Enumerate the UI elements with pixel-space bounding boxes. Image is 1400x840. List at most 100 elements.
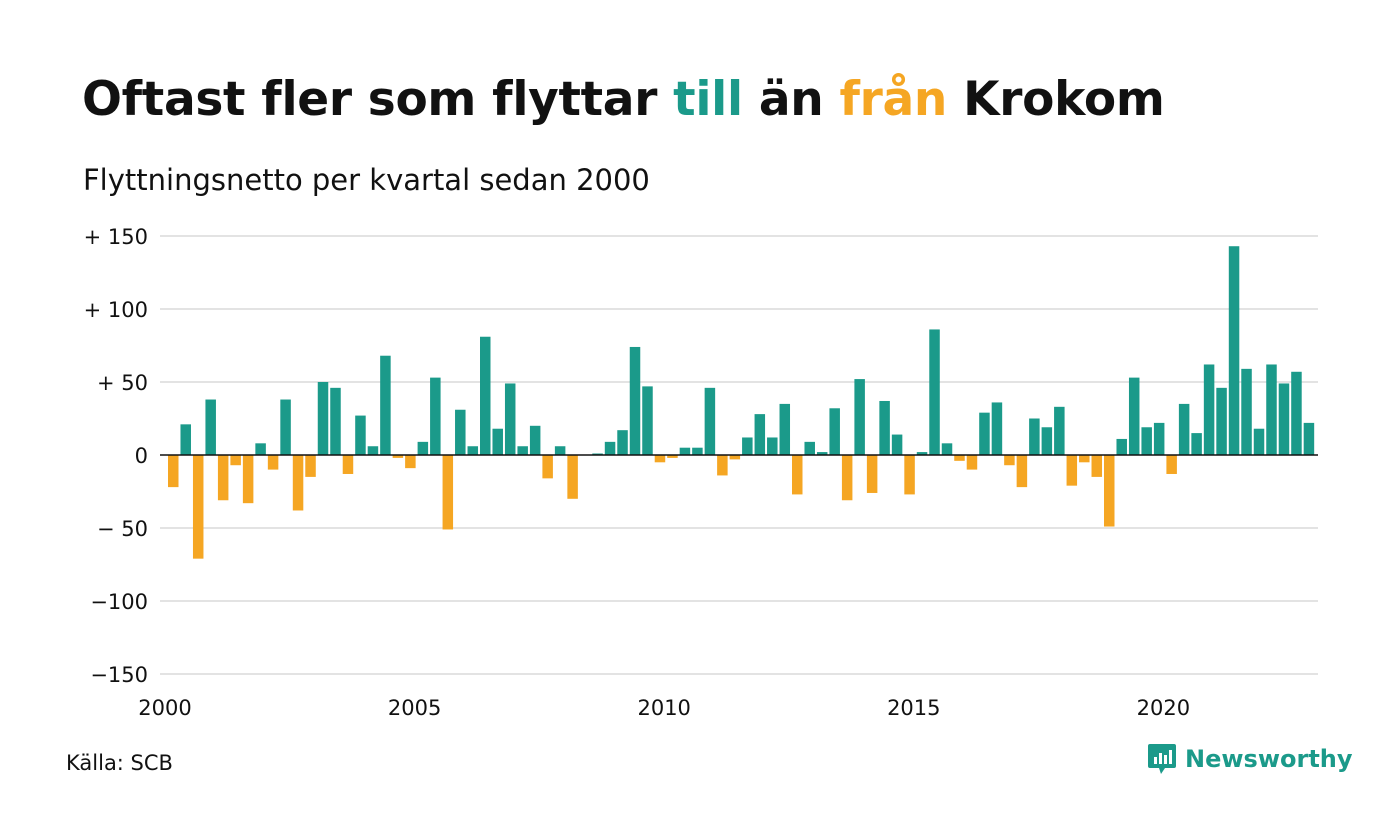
x-tick-label: 2000 (138, 696, 191, 720)
bar (1216, 387, 1227, 455)
bar (1303, 422, 1315, 455)
bar (1191, 433, 1202, 455)
bar (242, 455, 254, 504)
bar (1029, 418, 1040, 455)
bar (991, 402, 1003, 455)
bar (305, 455, 316, 477)
bar (467, 446, 479, 455)
title-highlight-till: till (673, 72, 743, 127)
title-highlight-fran: från (839, 72, 948, 127)
bar (455, 409, 466, 455)
bar (1041, 427, 1053, 455)
bar (330, 387, 341, 455)
bar (567, 455, 578, 499)
bar (430, 377, 441, 455)
bar (1016, 455, 1028, 488)
bar (1091, 455, 1103, 477)
bar (168, 455, 179, 488)
x-tick-label: 2015 (887, 696, 940, 720)
y-tick-label: − 50 (97, 517, 148, 541)
y-tick-label: + 150 (84, 225, 148, 249)
bar (679, 447, 691, 455)
chart-title: Oftast fler som flyttar till än från Kro… (82, 72, 1165, 127)
bar (1291, 371, 1302, 455)
bar (180, 424, 191, 455)
bar (280, 399, 291, 455)
chart-subtitle: Flyttningsnetto per kvartal sedan 2000 (83, 163, 650, 197)
bar (742, 437, 753, 455)
bar (392, 455, 404, 458)
bar (667, 455, 678, 458)
brand-name: Newsworthy (1185, 745, 1353, 773)
bar (355, 415, 366, 455)
bar (1178, 403, 1190, 455)
bar (192, 455, 204, 559)
bar (292, 455, 304, 511)
bar (504, 383, 516, 455)
y-tick-label: 0 (135, 444, 148, 468)
bar (767, 437, 778, 455)
bar (1228, 246, 1240, 455)
bar (205, 399, 216, 455)
bar (1079, 455, 1090, 463)
y-tick-label: + 50 (97, 371, 148, 395)
bar (1278, 383, 1290, 455)
bar (891, 434, 903, 455)
bar (492, 428, 503, 455)
bar-chart: + 150 + 100 + 50 0 − 50 −100 −150 2000 2005 2010 2… (84, 225, 1318, 720)
x-tick-label: 2005 (388, 696, 441, 720)
bar (604, 441, 616, 455)
y-tick-label: + 100 (84, 298, 148, 322)
bar (966, 455, 978, 470)
bar (617, 430, 628, 455)
bar (1253, 428, 1265, 455)
title-part-3: än (742, 72, 840, 127)
bar (979, 412, 990, 455)
bar (654, 455, 666, 463)
bar (904, 455, 915, 495)
bar (916, 452, 928, 455)
bar (554, 446, 566, 455)
y-tick-label: −100 (90, 590, 148, 614)
bar (816, 452, 828, 455)
bar (405, 455, 416, 469)
bar (779, 403, 791, 455)
x-tick-label: 2020 (1137, 696, 1190, 720)
bar (529, 425, 541, 455)
bar (317, 382, 329, 455)
bar (267, 455, 279, 470)
bar (717, 455, 728, 476)
source-label: Källa: SCB (66, 751, 173, 775)
bar (866, 455, 878, 493)
bar (1104, 455, 1115, 527)
y-tick-label: −150 (90, 663, 148, 687)
bar (941, 443, 953, 455)
bar (342, 455, 354, 474)
bar (754, 414, 766, 455)
bar (954, 455, 965, 461)
bar (929, 329, 940, 455)
title-part-1: Oftast fler som flyttar (82, 72, 674, 127)
bar (1166, 455, 1177, 474)
bar (517, 446, 528, 455)
bar (542, 455, 553, 479)
bar (629, 346, 641, 455)
bar (692, 447, 703, 455)
bar (792, 455, 803, 495)
bar (1153, 422, 1165, 455)
bar (367, 446, 379, 455)
bar (1203, 364, 1215, 455)
x-tick-label: 2010 (637, 696, 690, 720)
bar (841, 455, 853, 501)
bar (480, 336, 491, 455)
bar (1116, 438, 1127, 455)
bar (1066, 455, 1078, 486)
bar (1054, 406, 1065, 455)
bar (854, 379, 865, 455)
bar (255, 443, 266, 455)
bar (1004, 455, 1015, 466)
bar (230, 455, 241, 466)
bar (1128, 377, 1140, 455)
bar (1266, 364, 1277, 455)
bar (729, 455, 741, 460)
